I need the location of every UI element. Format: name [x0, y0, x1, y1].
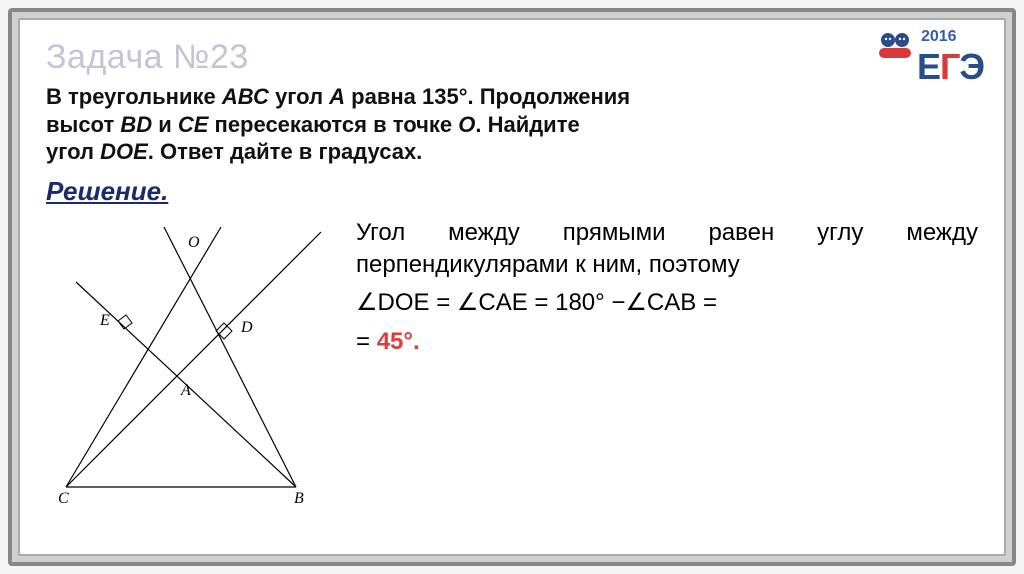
problem-text: . Найдите — [475, 112, 579, 137]
logo-letters: Е Г Э — [917, 46, 984, 88]
slide-title: Задача №23 — [46, 38, 978, 77]
logo-letter-e2: Э — [959, 46, 984, 88]
diagram-column: O E D A C B — [46, 217, 326, 512]
problem-abc: АВС — [222, 84, 269, 109]
triangle-diagram: O E D A C B — [46, 217, 326, 507]
problem-text: и — [152, 112, 178, 137]
body-row: O E D A C B Угол между прямыми равен угл… — [46, 217, 978, 512]
final-answer: 45°. — [377, 328, 420, 355]
problem-text: . Ответ дайте в градусах. — [148, 139, 423, 164]
solution-answer-line: = 45°. — [356, 326, 978, 358]
solution-paragraph: Угол между прямыми равен углу между перп… — [356, 217, 978, 282]
label-O: O — [188, 234, 200, 251]
problem-statement: В треугольнике АВС угол А равна 135°. Пр… — [46, 83, 846, 166]
problem-text: В треугольнике — [46, 84, 222, 109]
ege-logo: 2016 Е Г Э — [875, 28, 984, 88]
label-B: B — [294, 490, 304, 507]
problem-text: равна 135°. Продолжения — [345, 84, 630, 109]
problem-doe: DOE — [100, 139, 148, 164]
logo-letter-g: Г — [940, 46, 959, 88]
problem-text: угол — [269, 84, 329, 109]
problem-text: пересекаются в точке — [208, 112, 458, 137]
eq-eq: = — [356, 328, 377, 355]
solution-equation: ∠DOE = ∠CAE = 180° −∠CAB = — [356, 287, 978, 319]
slide-outer-frame: 2016 Е Г Э Задача №23 В треугольнике АВС… — [8, 8, 1016, 566]
label-A: A — [180, 382, 191, 399]
label-C: C — [58, 490, 69, 507]
slide-inner-frame: 2016 Е Г Э Задача №23 В треугольнике АВС… — [18, 18, 1006, 556]
label-E: E — [99, 312, 110, 329]
label-D: D — [240, 319, 253, 336]
logo-letter-e1: Е — [917, 46, 940, 88]
solution-text: Угол между прямыми равен углу между перп… — [356, 217, 978, 359]
logo-people-icon — [875, 30, 915, 60]
problem-a: А — [329, 84, 345, 109]
eq-lhs: ∠DOE = ∠CAE = 180° −∠CAB = — [356, 289, 717, 316]
logo-year: 2016 — [921, 28, 984, 46]
problem-bd: BD — [120, 112, 152, 137]
solution-label: Решение. — [46, 176, 978, 207]
problem-text: угол — [46, 139, 100, 164]
problem-o: О — [458, 112, 475, 137]
problem-text: высот — [46, 112, 120, 137]
problem-ce: CE — [178, 112, 209, 137]
